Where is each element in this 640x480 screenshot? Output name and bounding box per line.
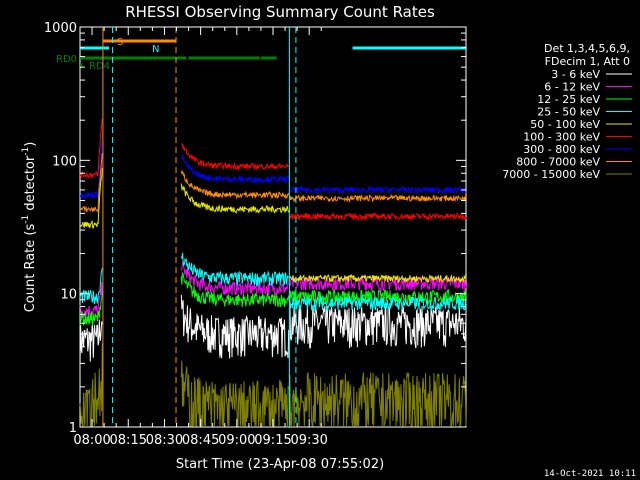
x-tick-label: 09:15 bbox=[254, 433, 291, 448]
series-line-2 bbox=[79, 261, 467, 318]
marker-lines bbox=[102, 27, 297, 427]
series-line-1 bbox=[79, 294, 467, 365]
legend-entry-label: 7000 - 15000 keV bbox=[502, 168, 600, 181]
x-tick-label: 09:00 bbox=[218, 433, 255, 448]
x-tick-label: 08:45 bbox=[182, 433, 219, 448]
x-tick-label: 08:00 bbox=[73, 433, 110, 448]
y-tick-label: 1 bbox=[69, 421, 77, 436]
legend-entry-label: 25 - 50 keV bbox=[537, 106, 600, 119]
series-line-8 bbox=[79, 152, 467, 213]
legend-entry-label: 300 - 800 keV bbox=[523, 143, 600, 156]
y-tick-label: 1000 bbox=[44, 21, 77, 36]
chart-title: RHESSI Observing Summary Count Rates bbox=[125, 3, 435, 21]
x-tick-label: 08:15 bbox=[110, 433, 147, 448]
legend-entry-label: 50 - 100 keV bbox=[530, 118, 600, 131]
series-line-9 bbox=[79, 343, 467, 427]
flag-label-rd0: RD0 bbox=[56, 54, 77, 65]
y-axis-label-sup-2: -1 bbox=[21, 147, 31, 156]
flag-label-n: N bbox=[152, 44, 159, 55]
flag-label-s: S bbox=[117, 37, 123, 48]
legend-entry-label: 3 - 6 keV bbox=[551, 68, 600, 81]
y-axis-label-sup-1: -1 bbox=[21, 215, 31, 224]
series-line-7 bbox=[79, 141, 467, 200]
legend-entry-label: 12 - 25 keV bbox=[537, 93, 600, 106]
legend-header-line: FDecim 1, Att 0 bbox=[545, 55, 630, 68]
plot-frame bbox=[79, 26, 467, 428]
legend-entry-label: 800 - 7000 keV bbox=[516, 156, 600, 169]
axes: 1 10 100 1000 08:0008:1508:3008:4509:0009:15… bbox=[44, 21, 466, 448]
y-axis-label-mid: detector bbox=[23, 155, 38, 215]
legend-entry-label: 100 - 300 keV bbox=[523, 131, 600, 144]
series-line-6 bbox=[79, 118, 467, 221]
flag-bars: S N RD0 RD4 bbox=[56, 37, 466, 72]
y-axis-label-main: Count Rate (s bbox=[23, 224, 38, 313]
series-line-5 bbox=[79, 167, 467, 284]
data-series bbox=[79, 118, 467, 427]
y-tick-label: 10 bbox=[60, 288, 77, 303]
x-tick-label: 09:30 bbox=[290, 433, 327, 448]
series-line-4 bbox=[79, 252, 467, 312]
legend-header-line: Det 1,3,4,5,6,9, bbox=[544, 42, 630, 55]
y-tick-label: 100 bbox=[52, 154, 77, 169]
x-tick-label: 08:30 bbox=[146, 433, 183, 448]
flag-label-rd4: RD4 bbox=[89, 61, 110, 72]
y-axis-label-end: ) bbox=[23, 142, 38, 147]
footer-timestamp: 14-Oct-2021 10:11 bbox=[544, 469, 636, 479]
legend: Det 1,3,4,5,6,9,FDecim 1, Att 03 - 6 keV… bbox=[502, 42, 632, 181]
x-axis-label: Start Time (23-Apr-08 07:55:02) bbox=[176, 457, 384, 472]
legend-entry-label: 6 - 12 keV bbox=[544, 81, 600, 94]
y-axis-label: Count Rate (s-1 detector-1) bbox=[21, 142, 38, 313]
